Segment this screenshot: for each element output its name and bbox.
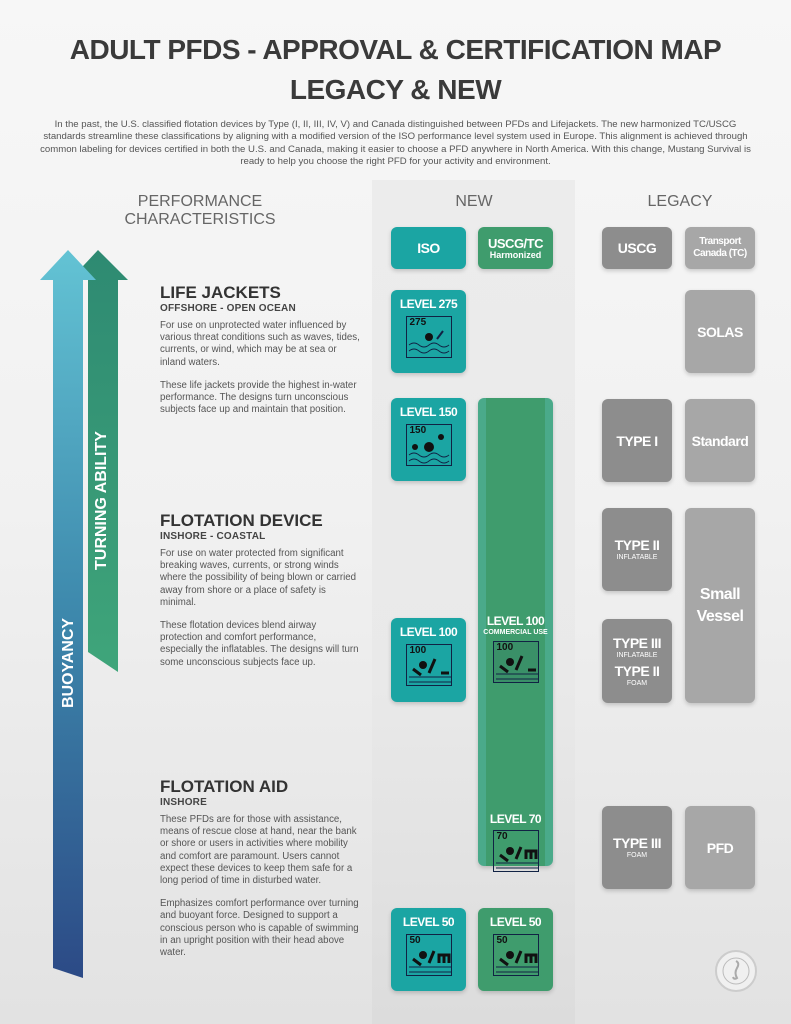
legacy-type-1: TYPE I (602, 399, 672, 482)
section-text: These life jackets provide the highest i… (160, 379, 357, 416)
section-title: LIFE JACKETS (160, 283, 281, 302)
harmonized-header: USCG/TC Harmonized (478, 227, 553, 269)
section-title: FLOTATION AID (160, 777, 289, 796)
harmonized-70-pictogram: 70 (492, 830, 539, 872)
mustang-survival-logo (715, 950, 757, 992)
section-title: FLOTATION DEVICE (160, 511, 323, 530)
tc-header: Transport Canada (TC) (685, 227, 755, 269)
section-subtitle: INSHORE (160, 797, 207, 808)
uscg-header: USCG (602, 227, 672, 269)
iso-level-100: LEVEL 100 100 (391, 618, 466, 702)
buoyancy-label: BUOYANCY (60, 617, 77, 708)
legacy-type-2-inflatable: TYPE II INFLATABLE (602, 508, 672, 591)
level-275-pictogram: 275 (405, 316, 452, 358)
iso-header: ISO (391, 227, 466, 269)
section-text: These flotation devices blend airway pro… (160, 620, 359, 668)
iso-level-150: LEVEL 150 150 (391, 398, 466, 481)
section-subtitle: OFFSHORE - OPEN OCEAN (160, 303, 296, 314)
header-new: NEW (455, 193, 493, 210)
level-50-pictogram: 50 (405, 934, 452, 976)
turning-arrow (70, 250, 128, 672)
intro-text: In the past, the U.S. classified flotati… (40, 119, 751, 168)
header-legacy: LEGACY (647, 193, 713, 210)
buoyancy-arrow (40, 250, 96, 978)
level-150-pictogram: 150 (405, 424, 452, 466)
iso-level-275: LEVEL 275 275 (391, 290, 466, 373)
harmonized-100-pictogram: 100 (492, 641, 539, 683)
section-text: Emphasizes comfort performance over turn… (160, 898, 359, 959)
section-text: For use on unprotected water influenced … (160, 320, 360, 368)
section-life-jackets: LIFE JACKETS OFFSHORE - OPEN OCEAN For us… (160, 283, 360, 427)
header-performance: PERFORMANCE CHARACTERISTICS (124, 193, 276, 228)
harmonized-level-70: LEVEL 70 70 (478, 812, 553, 872)
legacy-type-3-foam: TYPE III FOAM (602, 806, 672, 889)
level-100-pictogram: 100 (405, 644, 452, 686)
title-line-2: LEGACY & NEW (289, 74, 502, 105)
section-flotation-device: FLOTATION DEVICE INSHORE - COASTAL For us… (160, 511, 360, 680)
harmonized-column (478, 398, 553, 866)
section-subtitle: INSHORE - COASTAL (160, 531, 266, 542)
iso-level-50: LEVEL 50 50 (391, 908, 466, 991)
harmonized-level-50: LEVEL 50 50 (478, 908, 553, 991)
turning-ability-label: TURNING ABILITY (93, 431, 110, 570)
legacy-standard: Standard (685, 399, 755, 482)
harmonized-level-100: LEVEL 100 COMMERCIAL USE 100 (478, 614, 553, 683)
legacy-pfd: PFD (685, 806, 755, 889)
section-text: These PFDs are for those with assistance… (160, 814, 357, 887)
legacy-solas: SOLAS (685, 290, 755, 373)
title-line-1: ADULT PFDS - APPROVAL & CERTIFICATION MA… (69, 34, 722, 65)
arrows-graphic (40, 250, 128, 978)
section-flotation-aid: FLOTATION AID INSHORE These PFDs are for … (160, 777, 360, 970)
legacy-type-3-inflatable-type-2-foam: TYPE III INFLATABLE TYPE II FOAM (602, 619, 672, 703)
harmonized-50-pictogram: 50 (492, 934, 539, 976)
section-text: For use on water protected from signific… (160, 548, 357, 608)
legacy-small-vessel: Small Vessel (685, 508, 755, 703)
